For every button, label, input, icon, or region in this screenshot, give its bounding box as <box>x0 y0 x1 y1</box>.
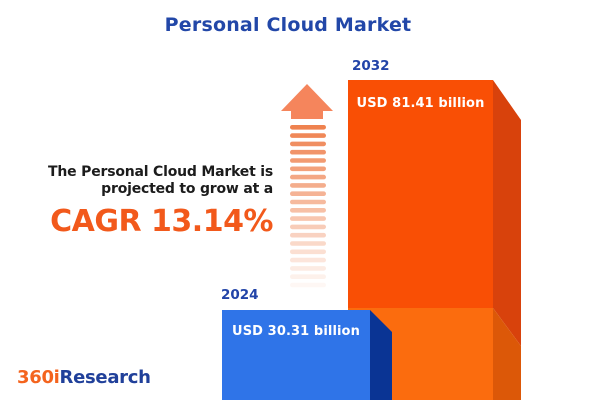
note-line-1: The Personal Cloud Market is <box>48 164 273 180</box>
brand-logo-prefix: 360i <box>17 367 60 388</box>
bar-value-2032: USD 81.41 billion <box>356 96 485 111</box>
bar-2024-side <box>370 310 392 400</box>
page-title: Personal Cloud Market <box>164 14 412 36</box>
bar-2024-face <box>222 310 370 400</box>
brand-logo: 360iResearch <box>17 367 151 388</box>
brand-logo-suffix: Research <box>59 367 151 388</box>
bar-2032-side <box>493 80 521 346</box>
growth-arrow-stripes <box>290 125 326 288</box>
bar-2032-base-side <box>493 308 521 400</box>
cagr-value: CAGR 13.14% <box>50 204 273 239</box>
note-line-2: projected to grow at a <box>101 180 273 197</box>
bar-value-2024: USD 30.31 billion <box>232 324 360 339</box>
year-label-2024: 2024 <box>221 287 259 303</box>
growth-arrow-icon <box>281 84 333 119</box>
year-label-2032: 2032 <box>352 58 390 74</box>
bar-2032-face <box>348 80 493 308</box>
growth-note: The Personal Cloud Market is projected t… <box>20 164 273 239</box>
